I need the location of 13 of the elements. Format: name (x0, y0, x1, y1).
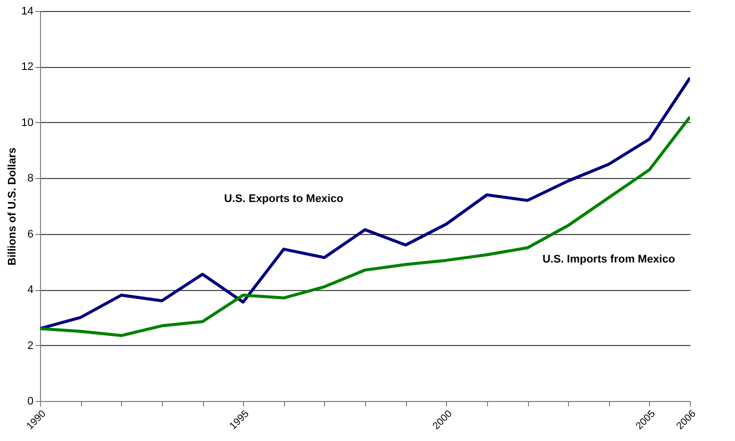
text: U.S. Exports to Mexico (224, 193, 344, 206)
y-tick-label: 4 (27, 284, 34, 296)
y-axis-title: Billions of U.S. Dollars (6, 148, 18, 266)
y-tick-label: 14 (21, 6, 34, 18)
line-series (40, 76, 690, 330)
y-tick-label: 6 (27, 228, 34, 240)
y-tick-label: 0 (27, 396, 34, 408)
y-tick-label: 10 (21, 116, 34, 129)
y-tick-label: 8 (27, 172, 34, 185)
series-label: U.S. Imports from Mexico (542, 254, 676, 266)
y-tick-label: 2 (27, 340, 34, 352)
y-tick-label: 12 (21, 61, 34, 74)
line-series (40, 115, 690, 338)
